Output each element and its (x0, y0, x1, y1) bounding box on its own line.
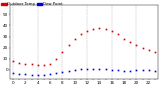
Legend: Outdoor Temp, Dew Point: Outdoor Temp, Dew Point (0, 2, 63, 7)
